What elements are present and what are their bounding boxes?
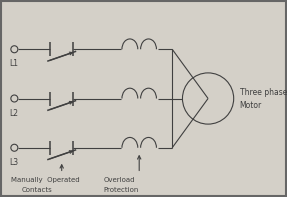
Text: Overload: Overload — [103, 177, 135, 183]
Text: L2: L2 — [9, 109, 18, 117]
Text: Motor: Motor — [240, 101, 262, 110]
Text: Contacts: Contacts — [22, 187, 52, 193]
Text: L3: L3 — [9, 158, 18, 167]
Text: Three phase: Three phase — [240, 88, 287, 97]
Text: Protection: Protection — [103, 187, 139, 193]
Text: L1: L1 — [9, 59, 18, 68]
Text: Manually  Operated: Manually Operated — [11, 177, 80, 183]
